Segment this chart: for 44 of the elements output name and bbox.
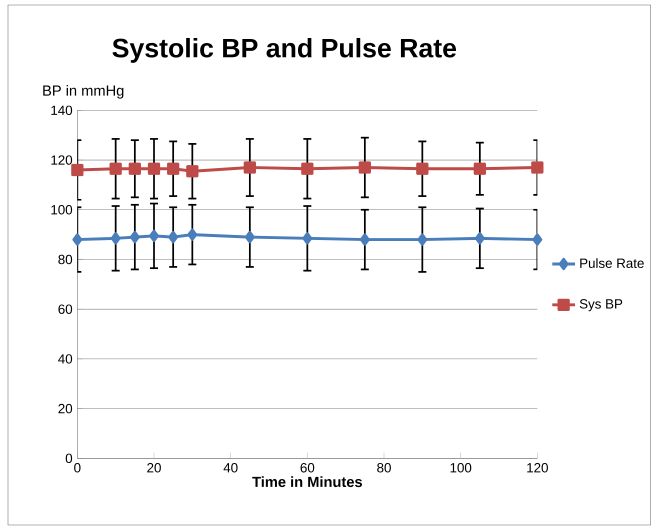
point [474, 162, 486, 175]
point [110, 232, 121, 244]
point [148, 162, 160, 175]
point [532, 233, 542, 246]
point [416, 162, 428, 175]
legend-label: Pulse Rate [580, 258, 644, 268]
x-tick-label: 60 [300, 463, 314, 472]
x-tick-label: 0 [74, 463, 81, 472]
point [244, 161, 256, 174]
y-tick-label: 120 [51, 155, 72, 165]
point [360, 233, 370, 246]
point [244, 230, 255, 244]
point [417, 233, 428, 246]
point [128, 162, 141, 175]
x-tick-label: 40 [224, 463, 238, 472]
point [71, 164, 84, 176]
x-tick-label: 80 [377, 463, 391, 472]
point [301, 162, 314, 175]
y-tick-label: 80 [58, 254, 72, 264]
y-axis-title: BP in mmHg [43, 84, 124, 99]
x-tick-label: 120 [527, 463, 548, 472]
point [110, 162, 122, 175]
point [168, 230, 178, 244]
point [130, 230, 140, 244]
x-tick-label: 20 [147, 463, 161, 472]
point [358, 161, 371, 174]
y-tick-label: 0 [66, 454, 72, 464]
point [186, 165, 198, 178]
point [187, 228, 198, 241]
x-tick-label: 100 [450, 463, 472, 472]
y-tick-label: 100 [51, 205, 72, 214]
legend-label: Sys BP [580, 299, 622, 312]
point [72, 233, 82, 246]
point [167, 162, 180, 175]
point [531, 161, 544, 174]
y-tick-label: 40 [58, 354, 72, 364]
y-tick-label: 20 [58, 404, 72, 414]
y-tick-label: 140 [51, 106, 72, 116]
chart-title: Systolic BP and Pulse Rate [112, 38, 456, 63]
point [474, 232, 485, 244]
point [149, 230, 159, 242]
y-tick-label: 60 [58, 304, 72, 314]
x-axis-title: Time in Minutes [252, 476, 362, 488]
point [302, 232, 312, 244]
